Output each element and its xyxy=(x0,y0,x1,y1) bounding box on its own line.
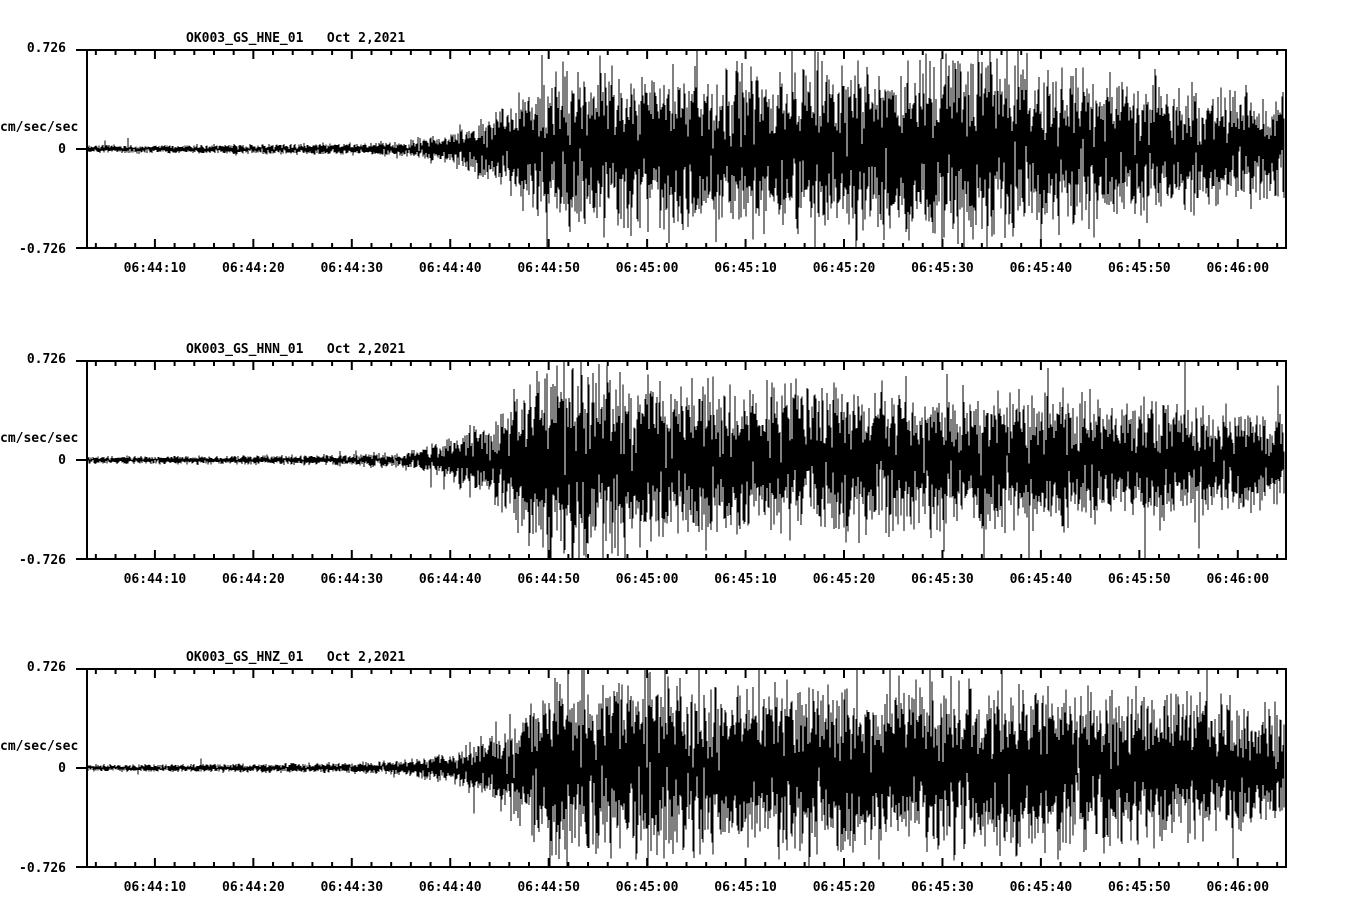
x-tick-label: 06:45:30 xyxy=(911,261,974,276)
waveform-trace-hne xyxy=(88,51,1285,247)
x-tick-label: 06:45:50 xyxy=(1108,572,1171,587)
waveform-trace-hnz xyxy=(88,670,1285,866)
y-axis-unit-label-hne: cm/sec/sec xyxy=(0,120,79,135)
axis-ticks-hnn xyxy=(76,360,1279,560)
y-tick-min-hnz: -0.726 xyxy=(19,861,66,876)
y-tick-max-hne: 0.726 xyxy=(26,41,66,56)
x-tick-label: 06:44:30 xyxy=(320,261,384,276)
x-tick-label: 06:45:20 xyxy=(812,261,876,276)
x-tick-label: 06:44:30 xyxy=(320,572,384,587)
panel-title-hnz: OK003_GS_HNZ_01 Oct 2,2021 xyxy=(186,650,406,665)
x-tick-label: 06:45:10 xyxy=(714,880,777,895)
x-tick-label: 06:45:10 xyxy=(714,261,777,276)
waveform-trace-hnn xyxy=(88,362,1285,558)
x-tick-label: 06:44:20 xyxy=(222,572,285,587)
y-tick-zero-hne: 0 xyxy=(58,142,66,157)
x-tick-label: 06:45:10 xyxy=(714,572,777,587)
x-tick-label: 06:44:40 xyxy=(418,261,482,276)
x-tick-label: 06:44:20 xyxy=(222,880,285,895)
y-axis-unit-label-hnz: cm/sec/sec xyxy=(0,739,79,754)
x-tick-label: 06:46:00 xyxy=(1206,261,1270,276)
x-tick-label: 06:44:50 xyxy=(517,880,580,895)
x-tick-label: 06:45:40 xyxy=(1009,572,1073,587)
x-tick-label: 06:45:50 xyxy=(1108,261,1171,276)
x-tick-label: 06:44:10 xyxy=(123,261,187,276)
x-tick-label: 06:45:20 xyxy=(812,880,876,895)
y-tick-zero-hnn: 0 xyxy=(58,453,66,468)
axis-ticks-hne xyxy=(76,49,1279,249)
x-tick-label: 06:46:00 xyxy=(1206,572,1270,587)
y-tick-max-hnn: 0.726 xyxy=(26,352,66,367)
x-tick-label: 06:44:40 xyxy=(418,880,482,895)
x-tick-label: 06:44:10 xyxy=(123,572,187,587)
x-tick-label: 06:44:10 xyxy=(123,880,187,895)
x-tick-label: 06:44:40 xyxy=(418,572,482,587)
x-tick-label: 06:45:30 xyxy=(911,572,974,587)
x-tick-label: 06:44:50 xyxy=(517,572,580,587)
x-tick-label: 06:45:00 xyxy=(615,572,679,587)
x-tick-label: 06:45:40 xyxy=(1009,880,1073,895)
x-tick-label: 06:45:00 xyxy=(615,880,679,895)
axis-ticks-hnz xyxy=(76,668,1279,868)
x-tick-label: 06:45:50 xyxy=(1108,880,1171,895)
y-tick-zero-hnz: 0 xyxy=(58,761,66,776)
x-tick-label: 06:44:30 xyxy=(320,880,384,895)
x-tick-label: 06:44:50 xyxy=(517,261,580,276)
x-tick-label: 06:44:20 xyxy=(222,261,285,276)
x-tick-label: 06:45:30 xyxy=(911,880,974,895)
y-tick-min-hne: -0.726 xyxy=(19,242,66,257)
y-axis-unit-label-hnn: cm/sec/sec xyxy=(0,431,79,446)
x-tick-label: 06:45:00 xyxy=(615,261,679,276)
y-tick-min-hnn: -0.726 xyxy=(19,553,66,568)
x-tick-label: 06:45:40 xyxy=(1009,261,1073,276)
panel-title-hnn: OK003_GS_HNN_01 Oct 2,2021 xyxy=(186,342,406,357)
x-tick-label: 06:46:00 xyxy=(1206,880,1270,895)
x-tick-label: 06:45:20 xyxy=(812,572,876,587)
y-tick-max-hnz: 0.726 xyxy=(26,660,66,675)
panel-title-hne: OK003_GS_HNE_01 Oct 2,2021 xyxy=(186,31,406,46)
